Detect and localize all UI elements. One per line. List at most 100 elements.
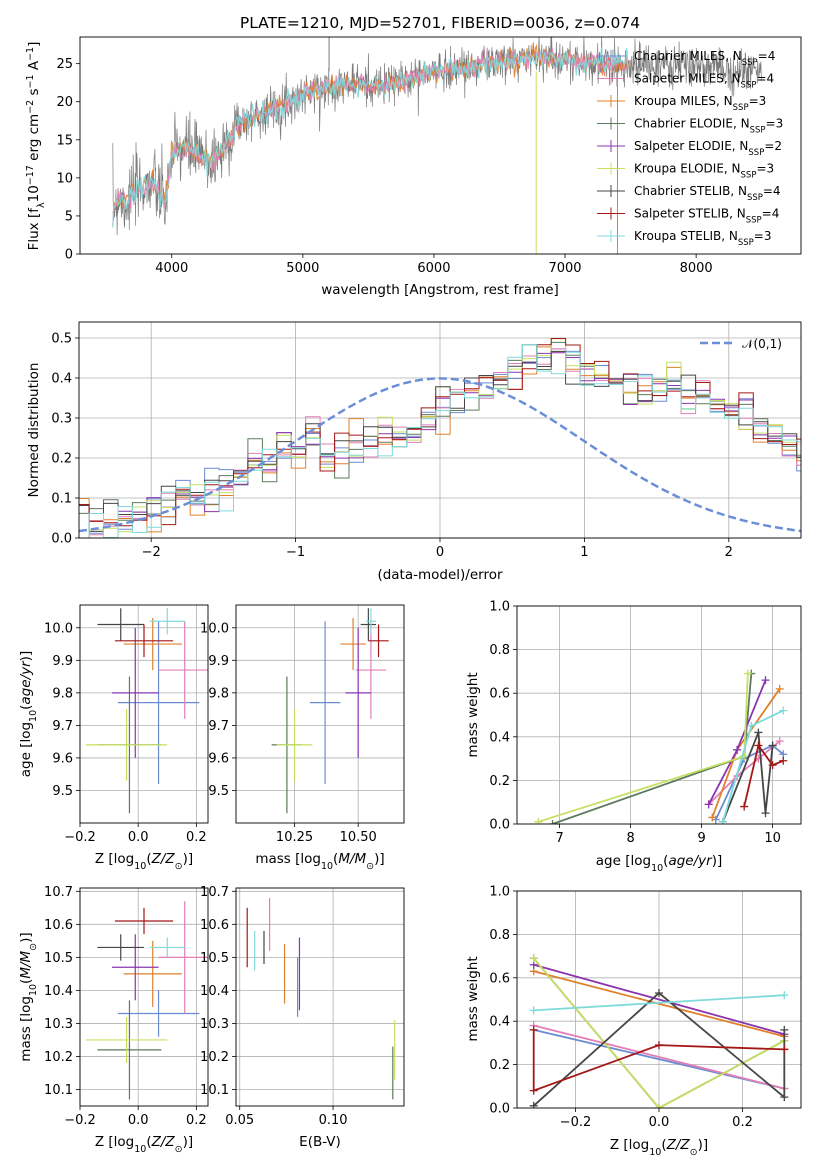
weight-marker xyxy=(768,741,777,750)
legend-text: Chabrier STELIB, N xyxy=(634,184,747,198)
legend-label: 𝒩(0,1) xyxy=(742,337,782,351)
plot-area xyxy=(246,897,396,1100)
label-part: )] xyxy=(374,851,385,867)
y-tick-label: 10.4 xyxy=(200,984,229,999)
y-tick-label: 1.0 xyxy=(489,600,510,615)
legend-label: Salpeter MILES, NSSP=4 xyxy=(634,72,774,91)
y-tick-label: 10.0 xyxy=(44,621,73,636)
y-tick-label: 10.1 xyxy=(200,1083,229,1098)
data-point-chabrier_miles xyxy=(309,621,341,784)
y-tick-label: 0.4 xyxy=(489,730,510,745)
weight-marker xyxy=(740,802,749,811)
weight-line-salpeter_miles xyxy=(533,1024,785,1090)
plot-area xyxy=(534,669,788,824)
x-tick-label: −0.2 xyxy=(560,1115,592,1130)
axes-frame xyxy=(79,604,209,824)
legend-value: =3 xyxy=(756,162,774,176)
x-tick-label: 7 xyxy=(555,831,563,846)
x-axis-label: Z [log10(Z/Z⊙)] xyxy=(95,1134,193,1155)
x-tick-label: −0.2 xyxy=(64,1113,96,1128)
y-tick-label: 25 xyxy=(56,57,73,72)
label-part: ( xyxy=(146,1134,151,1150)
x-tick-label: 2 xyxy=(725,545,733,560)
weight-marker xyxy=(779,756,788,765)
data-point-chabrier_stelib xyxy=(97,608,144,641)
legend-sub: SSP xyxy=(746,216,762,226)
label-part: 10 xyxy=(649,1147,661,1158)
legend-sub: SSP xyxy=(733,103,749,113)
legend-label: Salpeter STELIB, NSSP=4 xyxy=(634,207,779,226)
weight-marker xyxy=(754,728,763,737)
weight-line-kroupa_miles xyxy=(533,970,785,1038)
weight-marker xyxy=(747,721,756,730)
x-tick-label: 9 xyxy=(697,831,705,846)
x-tick-label: 8000 xyxy=(680,261,713,276)
y-tick-label: 0.0 xyxy=(489,818,510,833)
legend-sub: SSP xyxy=(741,81,757,91)
x-tick-label: 0 xyxy=(436,545,444,560)
weight-marker xyxy=(708,813,717,822)
data-point-kroupa_elodie xyxy=(85,1016,168,1064)
label-part: Z [log xyxy=(95,1134,134,1150)
weight-marker xyxy=(548,820,557,824)
data-point-kroupa_elodie xyxy=(276,709,313,781)
y-tick-label: 10.2 xyxy=(44,1050,73,1065)
data-point-chabrier_miles xyxy=(117,990,200,1037)
label-part: ( xyxy=(663,853,668,869)
legend-sub: SSP xyxy=(750,126,766,136)
weight-marker xyxy=(768,761,777,770)
legend-value: =4 xyxy=(762,207,780,221)
legend-sub: SSP xyxy=(742,58,758,68)
data-point-chabrier_elodie xyxy=(97,1000,162,1100)
y-tick-label: 0.2 xyxy=(489,1058,510,1073)
label-part: ⊙ xyxy=(175,861,183,872)
legend-text: Salpeter STELIB, N xyxy=(634,207,746,221)
legend-text: Salpeter ELODIE, N xyxy=(634,139,748,153)
y-tick-label: 0.3 xyxy=(51,412,72,427)
weight-line-salpeter_elodie xyxy=(533,963,785,1036)
y-tick-label: 0.4 xyxy=(489,1015,510,1030)
data-point-salpeter_miles xyxy=(355,621,387,719)
x-axis-label: Z [log10(Z/Z⊙)] xyxy=(95,851,193,872)
y-axis-label: mass weight xyxy=(465,672,481,757)
axes-weight-vs-Z: −0.2 0.0 0.2 0.0 0.2 0.4 0.6 0.8 1.0 Z [log10(Z/Z… xyxy=(465,885,802,1158)
y-axis-label: mass weight xyxy=(465,956,481,1041)
weight-marker xyxy=(775,737,784,746)
legend-text: Kroupa MILES, N xyxy=(634,94,733,108)
weight-marker xyxy=(780,1025,789,1034)
gaussian-curve xyxy=(79,377,801,533)
label-part: 10 xyxy=(26,185,42,202)
data-point-salpeter_elodie xyxy=(112,627,159,758)
weight-line-kroupa_stelib xyxy=(533,994,785,1012)
label-part: s xyxy=(26,88,42,99)
axes-residuals: −2 −1 0 1 2 0.0 0.1 0.2 0.3 0.4 0.5 𝒩(0,1) (data-mod… xyxy=(26,321,802,583)
x-tick-label: 0.2 xyxy=(732,1115,753,1130)
legend-value: =4 xyxy=(763,184,781,198)
y-tick-label: 10.6 xyxy=(200,918,229,933)
y-tick-label: 10.5 xyxy=(200,951,229,966)
y-tick-label: 0.8 xyxy=(489,643,510,658)
axes-frame xyxy=(235,604,405,824)
x-axis-label: (data-model)/error xyxy=(377,567,503,583)
y-tick-label: 10.7 xyxy=(44,885,73,900)
x-axis-label: wavelength [Angstrom, rest frame] xyxy=(321,282,559,298)
label-part: ( xyxy=(333,851,338,867)
data-point-kroupa_miles xyxy=(123,618,182,671)
legend-label: Kroupa ELODIE, NSSP=3 xyxy=(634,162,774,181)
plot-area xyxy=(79,338,801,538)
legend-value: =3 xyxy=(754,229,772,243)
legend-text: Chabrier MILES, N xyxy=(634,49,742,63)
y-tick-label: 10 xyxy=(56,171,73,186)
label-part: ( xyxy=(18,979,34,984)
legend-label: Chabrier MILES, NSSP=4 xyxy=(634,49,775,68)
label-part: Z [log xyxy=(610,1137,649,1153)
label-part: mass [log xyxy=(255,851,321,867)
y-tick-label: 10.1 xyxy=(44,1083,73,1098)
label-part: ( xyxy=(146,851,151,867)
label-part: ( xyxy=(661,1137,666,1153)
label-part: Z [log xyxy=(95,851,134,867)
label-part: )] xyxy=(698,1137,709,1153)
label-part: −2 xyxy=(25,100,36,114)
label-part: )] xyxy=(18,651,34,662)
